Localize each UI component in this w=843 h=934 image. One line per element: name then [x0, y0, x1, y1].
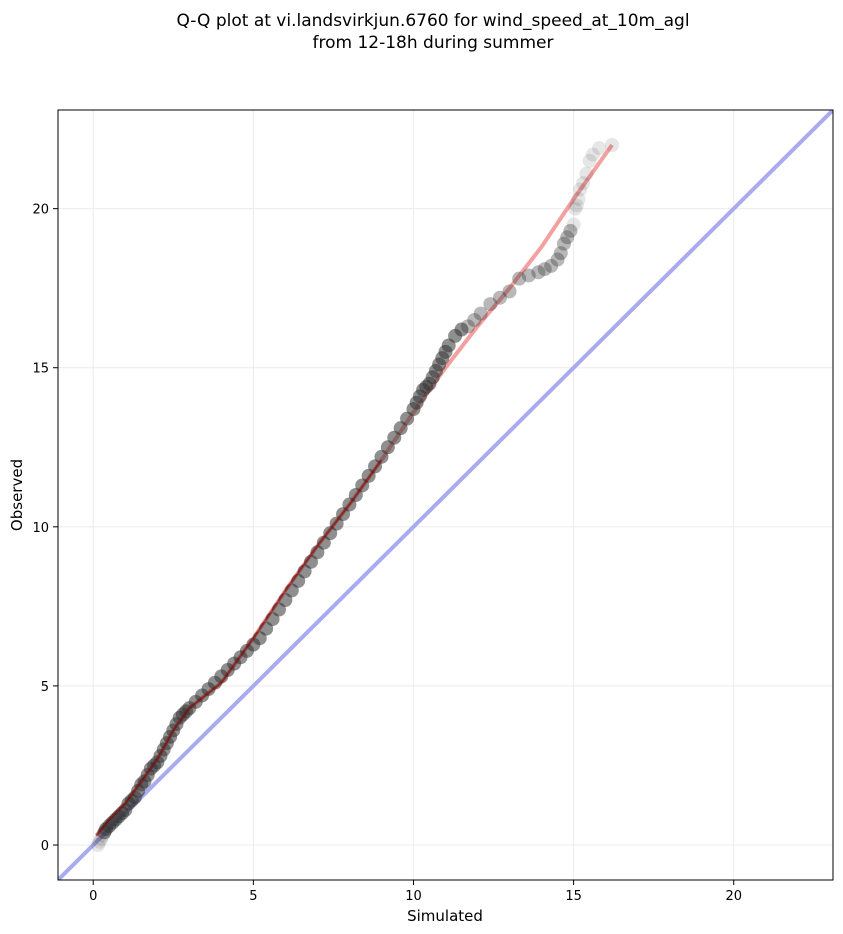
data-point: [467, 313, 482, 327]
data-point: [454, 322, 469, 337]
chart-title: Q-Q plot at vi.landsvirkjun.6760 for win…: [176, 11, 689, 53]
data-point: [605, 138, 620, 152]
data-point: [544, 258, 559, 273]
x-tick-label: 15: [565, 889, 582, 904]
data-point: [492, 290, 507, 305]
data-point: [556, 236, 571, 251]
data-point: [569, 198, 584, 213]
x-tick-label: 0: [89, 889, 97, 904]
data-point: [585, 147, 600, 162]
x-axis-label: Simulated: [407, 907, 483, 925]
data-point: [563, 223, 578, 238]
data-point: [568, 201, 583, 216]
data-point: [571, 192, 586, 207]
data-point: [531, 265, 546, 280]
data-point: [553, 246, 568, 261]
data-point: [592, 141, 607, 156]
data-point: [537, 262, 552, 277]
y-tick-label: 0: [41, 839, 49, 854]
chart-title-line-2: from 12-18h during summer: [313, 33, 554, 53]
y-tick-label: 15: [32, 362, 49, 377]
data-point: [550, 252, 565, 267]
y-tick-label: 10: [32, 521, 49, 536]
data-point: [566, 217, 581, 232]
data-point: [473, 306, 488, 321]
data-point: [573, 182, 588, 197]
y-tick-label: 5: [41, 680, 49, 695]
x-tick-label: 10: [405, 889, 422, 904]
y-axis-ticks: 0 5 10 15 20: [32, 203, 58, 854]
identity-line: [58, 110, 833, 880]
data-point: [579, 166, 594, 181]
data-point: [582, 153, 597, 168]
data-point: [502, 284, 517, 299]
data-point: [576, 176, 591, 191]
data-point: [91, 838, 106, 852]
y-axis-label: Observed: [8, 459, 26, 531]
data-point: [483, 297, 498, 312]
data-point: [460, 319, 475, 334]
data-point: [560, 230, 575, 245]
y-tick-label: 20: [32, 203, 49, 218]
plot-frame: [57, 109, 834, 881]
data-point: [512, 271, 527, 286]
chart-title-line-1: Q-Q plot at vi.landsvirkjun.6760 for win…: [176, 11, 689, 31]
x-tick-label: 20: [725, 889, 742, 904]
x-tick-label: 5: [249, 889, 257, 904]
x-axis-ticks: 0 5 10 15 20: [89, 880, 742, 904]
identity-line-layer: [58, 110, 833, 880]
fit-line-overlay: [95, 459, 383, 837]
data-points: [91, 138, 620, 852]
data-point: [521, 268, 536, 283]
